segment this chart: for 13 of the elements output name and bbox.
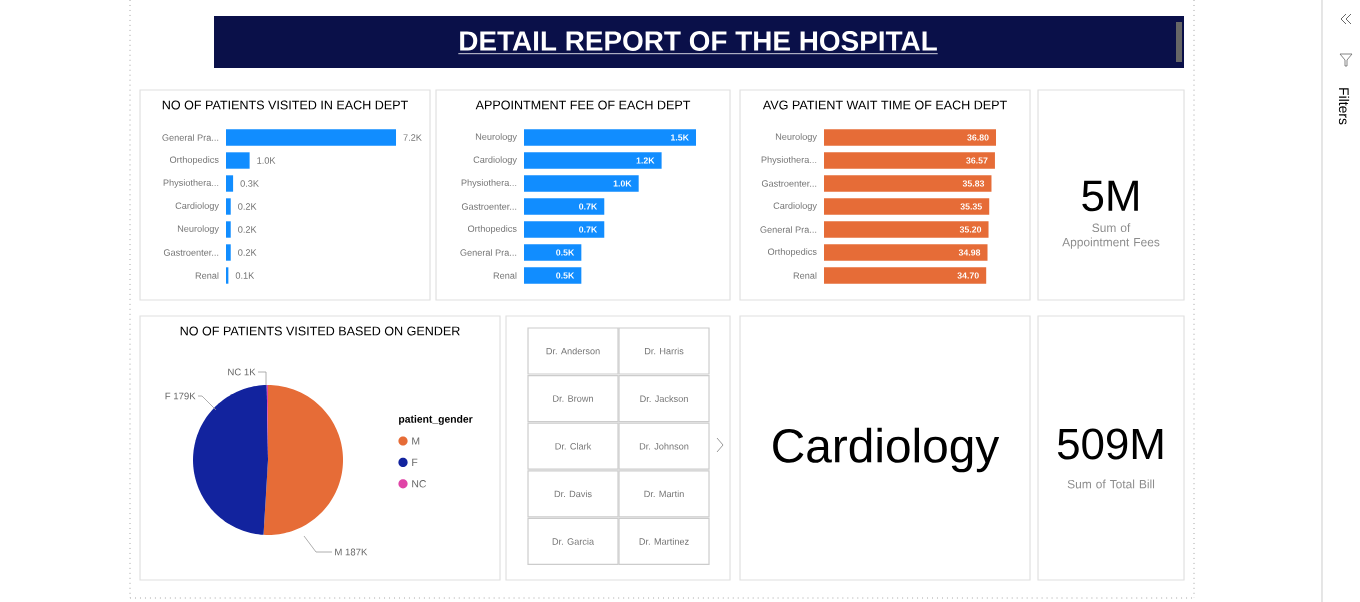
bar — [524, 175, 639, 192]
bar — [226, 129, 397, 146]
bar — [524, 267, 582, 284]
text: 5M — [1082, 180, 1138, 212]
text: 509M — [1057, 428, 1163, 460]
bar — [226, 175, 234, 192]
bar — [524, 129, 697, 146]
bar — [524, 152, 662, 169]
text: DETAIL REPORT OF THE HOSPITAL — [460, 31, 937, 51]
bar — [524, 244, 582, 261]
bar — [524, 198, 605, 215]
bar — [226, 152, 250, 169]
bar — [524, 221, 605, 238]
